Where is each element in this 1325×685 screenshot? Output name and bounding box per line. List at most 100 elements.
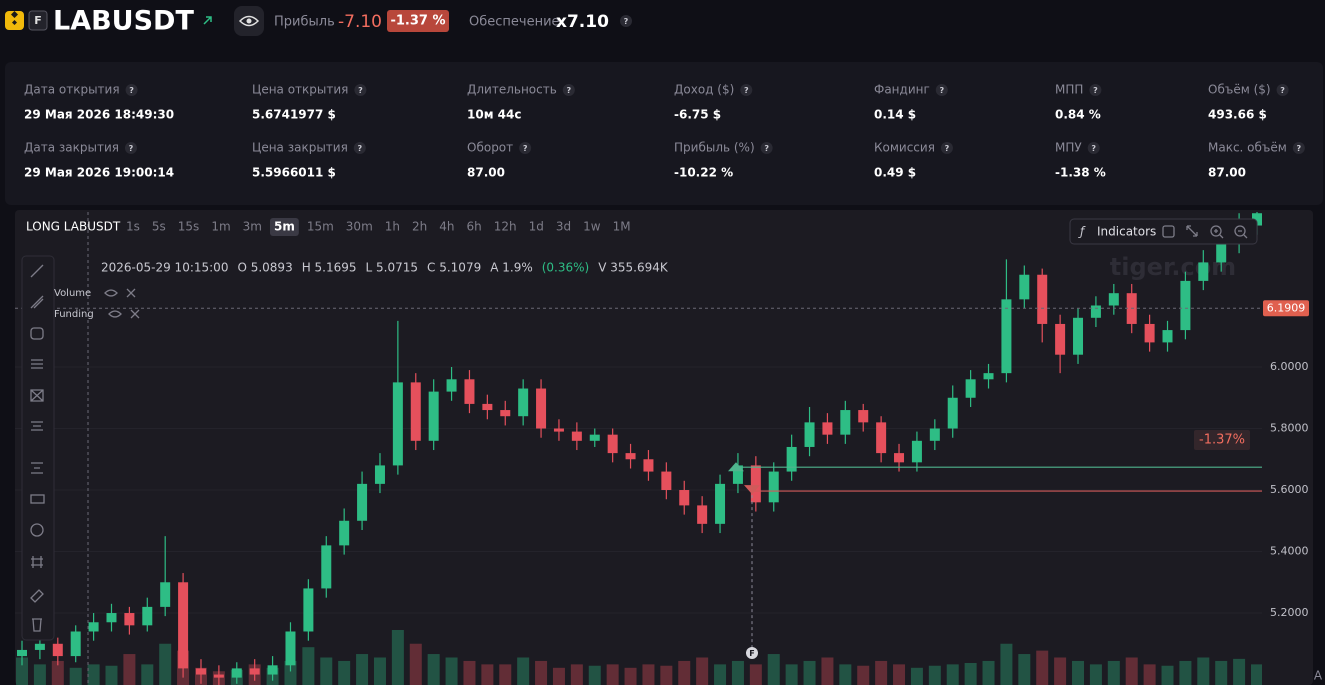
timeframe[interactable]: 1h: [385, 220, 400, 234]
stat-value: 29 Мая 2026 19:00:14: [24, 166, 174, 180]
candle-body: [553, 428, 564, 432]
tool-visibility[interactable]: [30, 523, 44, 537]
tool-text[interactable]: [31, 421, 43, 431]
help-icon[interactable]: [124, 142, 137, 154]
timeframe[interactable]: 1w: [583, 220, 601, 234]
stat-value: 29 Мая 2026 18:49:30: [24, 108, 174, 122]
candle-body: [1180, 280, 1191, 331]
tool-fib[interactable]: [31, 359, 43, 369]
zoom-in-glyph: [1214, 229, 1224, 239]
legend-close[interactable]: [126, 288, 136, 298]
expand-icon[interactable]: [1186, 225, 1198, 237]
tool-measure[interactable]: [31, 462, 43, 474]
volume-bar: [105, 665, 118, 685]
volume-bar: [123, 654, 136, 685]
volume-bar: [87, 664, 100, 685]
candle-body: [213, 674, 224, 678]
candle-body: [965, 379, 976, 398]
ohlc-info: 2026-05-29 10:15:00 O 5.0893 H 5.1695 L 5.0…: [101, 261, 669, 275]
external-link[interactable]: [203, 16, 212, 25]
legend-close[interactable]: [130, 309, 140, 319]
help-icon[interactable]: [125, 84, 138, 96]
timeframe[interactable]: 1M: [613, 220, 631, 234]
stats: Дата открытия ? 29 Мая 2026 18:49:30 Цена о…: [24, 83, 1305, 180]
help-icon[interactable]: [1087, 142, 1100, 154]
volume-bar: [1107, 660, 1120, 685]
tool-line[interactable]: [30, 264, 44, 278]
candle-body: [858, 410, 869, 423]
volume-bar: [1125, 657, 1138, 685]
tool-pattern[interactable]: [30, 389, 44, 402]
timeframe[interactable]: 6h: [467, 220, 482, 234]
help-icon[interactable]: [562, 84, 575, 96]
zoom-out-glyph: [1238, 230, 1248, 239]
timeframe[interactable]: 15s: [178, 220, 200, 234]
timeframe[interactable]: 1d: [529, 220, 544, 234]
tool-shape[interactable]: [30, 327, 44, 340]
candle-body: [607, 434, 618, 454]
help-icon[interactable]: [354, 84, 367, 96]
volume-bar: [51, 660, 64, 685]
zoom-in-icon[interactable]: [1210, 225, 1222, 237]
timeframe[interactable]: 4h: [439, 220, 454, 234]
timeframe[interactable]: 12h: [494, 220, 517, 234]
candle-body: [804, 422, 815, 447]
help-icon[interactable]: [740, 84, 753, 96]
volume-bar: [696, 657, 709, 685]
legend-eye[interactable]: [108, 310, 122, 318]
legend-eye[interactable]: [104, 289, 118, 297]
help-icon[interactable]: [519, 142, 532, 154]
help-icon[interactable]: [1276, 84, 1289, 96]
volume-bar: [373, 657, 386, 685]
timeframe[interactable]: 15m: [307, 220, 334, 234]
pnl-label: -1.37%: [1199, 433, 1245, 448]
timeframe[interactable]: 2h: [412, 220, 427, 234]
tool-channel[interactable]: [30, 295, 44, 309]
volume-bar: [1143, 664, 1156, 685]
volume-bar: [857, 665, 870, 685]
screenshot-icon[interactable]: [1162, 225, 1175, 238]
volume-bar: [302, 647, 315, 685]
timeframe[interactable]: 5s: [152, 220, 166, 234]
volume-bar: [964, 663, 977, 685]
timeframe[interactable]: 1m: [211, 220, 230, 234]
candle-body: [249, 668, 260, 675]
help-icon[interactable]: [760, 142, 773, 154]
timeframe[interactable]: 5m: [274, 220, 295, 234]
candle-body: [160, 582, 171, 607]
timeframe-active-bg: [269, 218, 299, 236]
candle-body: [124, 613, 135, 626]
stat-label: Длительность: [467, 83, 557, 97]
help-icon[interactable]: [353, 142, 366, 154]
timeframe[interactable]: 30m: [346, 220, 373, 234]
help-icon[interactable]: [1089, 84, 1102, 96]
help-icon[interactable]: [935, 84, 948, 96]
tool-magnet[interactable]: [30, 589, 44, 603]
auto-scale-button[interactable]: A: [1314, 669, 1323, 683]
fx-icon: ƒ: [1078, 225, 1086, 239]
help-mark: ?: [945, 144, 950, 153]
volume-bar: [642, 664, 655, 685]
legend-item: Volume: [54, 288, 91, 299]
ohlc-item: 2026-05-29 10:15:00: [101, 261, 228, 275]
help-icon[interactable]: [940, 142, 953, 154]
help-icon[interactable]: [620, 15, 632, 27]
timeframe[interactable]: 1s: [126, 220, 140, 234]
stat-label: Прибыль (%): [674, 141, 755, 155]
zoom-out-icon[interactable]: [1234, 225, 1246, 237]
tool-grid[interactable]: [31, 556, 43, 568]
candle-body: [1001, 299, 1012, 374]
tool-ruler[interactable]: [30, 494, 45, 504]
help-icon[interactable]: [1292, 142, 1305, 154]
volume-bar: [982, 660, 995, 685]
timeframe[interactable]: 3m: [243, 220, 262, 234]
volume-bar: [910, 667, 923, 685]
indicators-button[interactable]: Indicators: [1097, 225, 1156, 239]
timeframe[interactable]: 3d: [556, 220, 571, 234]
candle-body: [88, 622, 99, 632]
volume-bar: [928, 665, 941, 685]
candle-body: [840, 410, 851, 435]
help-mark: ?: [566, 86, 571, 95]
candle-body: [911, 440, 922, 463]
tool-delete[interactable]: [32, 618, 42, 632]
